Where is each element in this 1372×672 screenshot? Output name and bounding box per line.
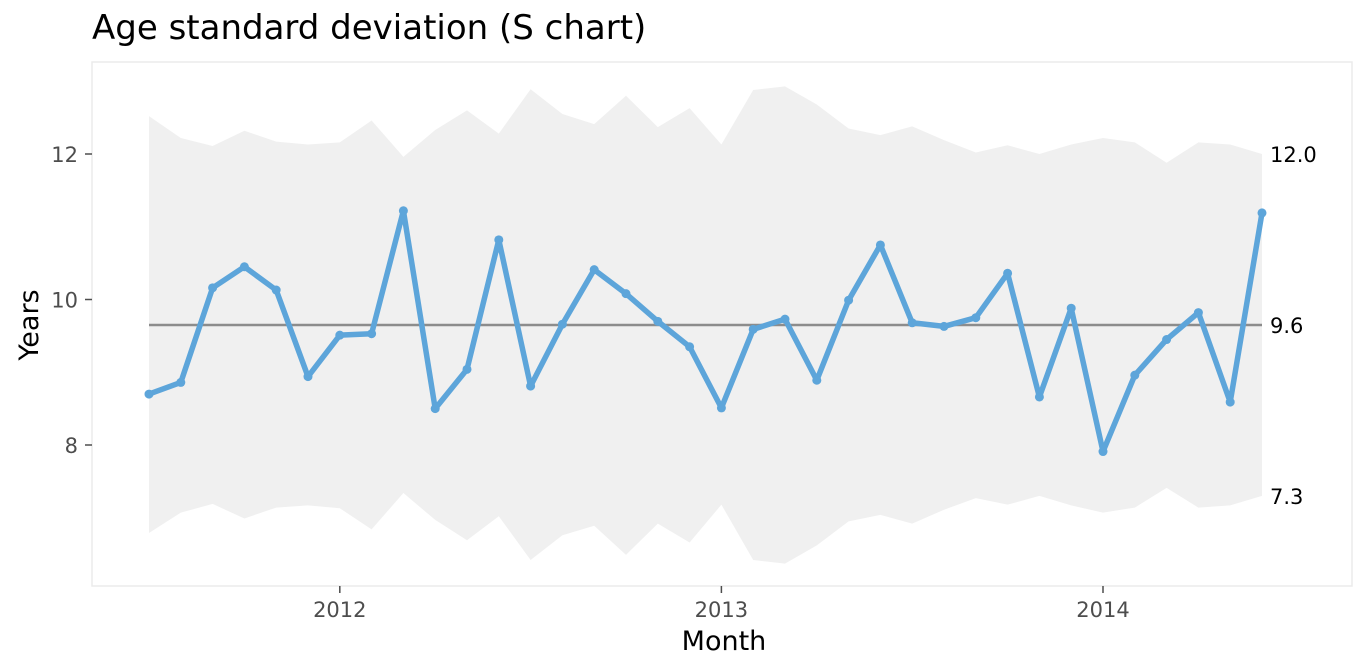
sd-point [1162, 335, 1172, 345]
sd-point [1098, 447, 1108, 457]
sd-line [146, 207, 1265, 455]
sd-point [685, 342, 695, 352]
sd-point [239, 262, 249, 272]
x-tick-label: 2012 [313, 598, 366, 622]
sd-point [430, 404, 440, 414]
y-axis-title: Years [14, 289, 45, 361]
sd-point [494, 235, 504, 245]
sd-point [1257, 208, 1267, 218]
sd-point [716, 403, 726, 413]
sd-point [557, 319, 567, 329]
sd-point [875, 240, 885, 250]
x-tick-label: 2014 [1076, 598, 1129, 622]
sd-point [1130, 370, 1140, 380]
sd-point [939, 321, 949, 331]
sd-point [1066, 303, 1076, 313]
sd-point [335, 330, 345, 340]
upper-limit-label: 12.0 [1270, 143, 1317, 167]
sd-point [653, 316, 663, 326]
sd-point [526, 381, 536, 391]
sd-point [462, 364, 472, 374]
sd-point [907, 318, 917, 328]
center-line-label: 9.6 [1270, 314, 1303, 338]
sd-point [780, 314, 790, 324]
sd-point [176, 377, 186, 387]
sd-point [971, 313, 981, 323]
sd-point [812, 375, 822, 385]
sd-point [589, 265, 599, 275]
chart-title: Age standard deviation (S chart) [92, 8, 647, 48]
lower-limit-label: 7.3 [1270, 485, 1303, 509]
y-tick-label: 10 [51, 289, 78, 313]
x-axis-title: Month [682, 626, 767, 657]
y-tick-label: 12 [51, 143, 78, 167]
axis-layer: 8 10 12 2012 2013 2014 Month Years [14, 143, 1130, 657]
sd-point [1193, 308, 1203, 318]
series-layer [144, 206, 1267, 457]
sd-point [367, 329, 377, 339]
sd-point [271, 285, 281, 295]
end-label-layer: 12.0 9.6 7.3 [1270, 143, 1317, 509]
sd-point [621, 289, 631, 299]
y-tick-label: 8 [65, 434, 78, 458]
sd-point [844, 295, 854, 305]
sd-point [1225, 397, 1235, 407]
sd-point [1003, 268, 1013, 278]
sd-point [748, 324, 758, 334]
sd-point [208, 283, 218, 293]
sd-point [1034, 392, 1044, 402]
sd-point [303, 372, 313, 382]
sd-point [144, 389, 154, 399]
x-tick-label: 2013 [695, 598, 748, 622]
sd-point [398, 206, 408, 216]
